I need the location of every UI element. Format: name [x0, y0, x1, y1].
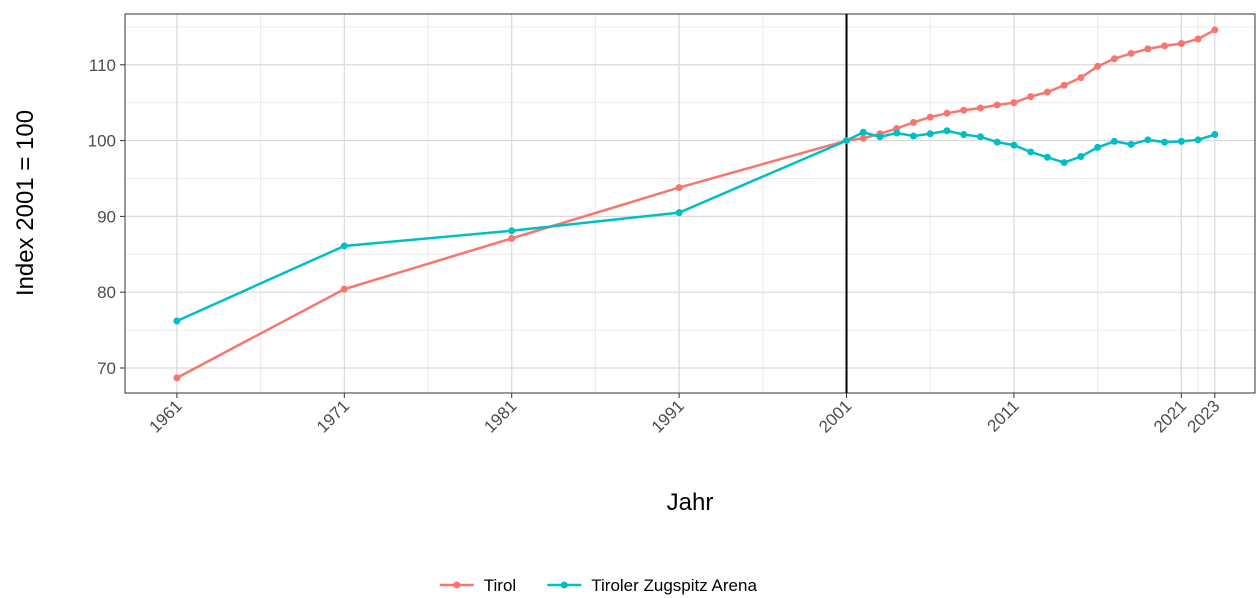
data-point: [1060, 159, 1068, 167]
data-point: [960, 131, 968, 139]
y-tick-label: 110: [89, 56, 116, 75]
data-point: [893, 129, 901, 137]
data-point: [1161, 138, 1169, 146]
data-point: [926, 113, 934, 121]
data-point: [1027, 93, 1035, 101]
data-point: [1043, 88, 1051, 96]
legend-label: Tirol: [484, 576, 516, 595]
x-tick-label: 2021: [1150, 396, 1190, 436]
legend-swatch-point: [453, 581, 461, 589]
series-line: [176, 28, 1216, 379]
x-tick-label: 1991: [648, 396, 688, 436]
data-point: [976, 104, 984, 112]
data-point: [1127, 49, 1135, 57]
x-tick-label: 2011: [983, 396, 1022, 435]
data-point: [843, 137, 851, 145]
data-point: [1094, 143, 1102, 151]
data-point: [1094, 62, 1102, 70]
panel-border: [124, 13, 1256, 394]
data-point: [960, 106, 968, 114]
data-point: [1144, 136, 1152, 144]
data-point: [1060, 81, 1068, 89]
data-point: [926, 130, 934, 138]
data-point: [508, 234, 516, 242]
data-point: [675, 184, 683, 192]
data-point: [1077, 153, 1085, 161]
data-point: [993, 101, 1001, 109]
y-tick-label: 80: [97, 283, 116, 302]
data-point: [1211, 26, 1219, 34]
x-tick-label: 1971: [313, 396, 353, 436]
y-tick-label: 70: [97, 359, 116, 378]
data-point: [943, 109, 951, 117]
y-axis-label: Index 2001 = 100: [12, 110, 39, 296]
data-point: [1043, 153, 1051, 161]
x-tick-label: 2001: [815, 396, 855, 436]
data-point: [859, 134, 867, 142]
y-tick-label: 90: [97, 207, 116, 226]
y-tick-label: 100: [88, 132, 116, 151]
data-point: [876, 133, 884, 141]
data-point: [1177, 137, 1185, 145]
data-point: [993, 138, 1001, 146]
data-point: [859, 128, 867, 136]
x-tick-label: 1981: [480, 396, 520, 436]
legend-label: Tiroler Zugspitz Arena: [591, 576, 757, 595]
data-point: [1194, 136, 1202, 144]
data-point: [340, 242, 348, 250]
data-point: [1110, 137, 1118, 145]
x-tick-label: 2023: [1183, 396, 1223, 436]
x-axis-label: Jahr: [667, 489, 714, 516]
data-point: [1194, 35, 1202, 43]
data-point: [508, 227, 516, 235]
data-point: [909, 118, 917, 126]
data-point: [1010, 141, 1018, 149]
data-point: [1027, 148, 1035, 156]
data-point: [1177, 40, 1185, 48]
data-point: [909, 132, 917, 140]
data-point: [976, 133, 984, 141]
data-point: [1211, 131, 1219, 139]
data-point: [173, 317, 181, 325]
data-point: [1110, 55, 1118, 63]
data-point: [1077, 74, 1085, 82]
data-point: [1161, 42, 1169, 50]
legend-swatch-point: [560, 581, 568, 589]
data-point: [1010, 99, 1018, 107]
data-point: [675, 209, 683, 217]
x-tick-label: 1961: [146, 396, 186, 436]
data-point: [1144, 45, 1152, 53]
data-point: [1127, 140, 1135, 148]
data-point: [340, 285, 348, 293]
data-point: [173, 374, 181, 382]
data-point: [943, 127, 951, 135]
